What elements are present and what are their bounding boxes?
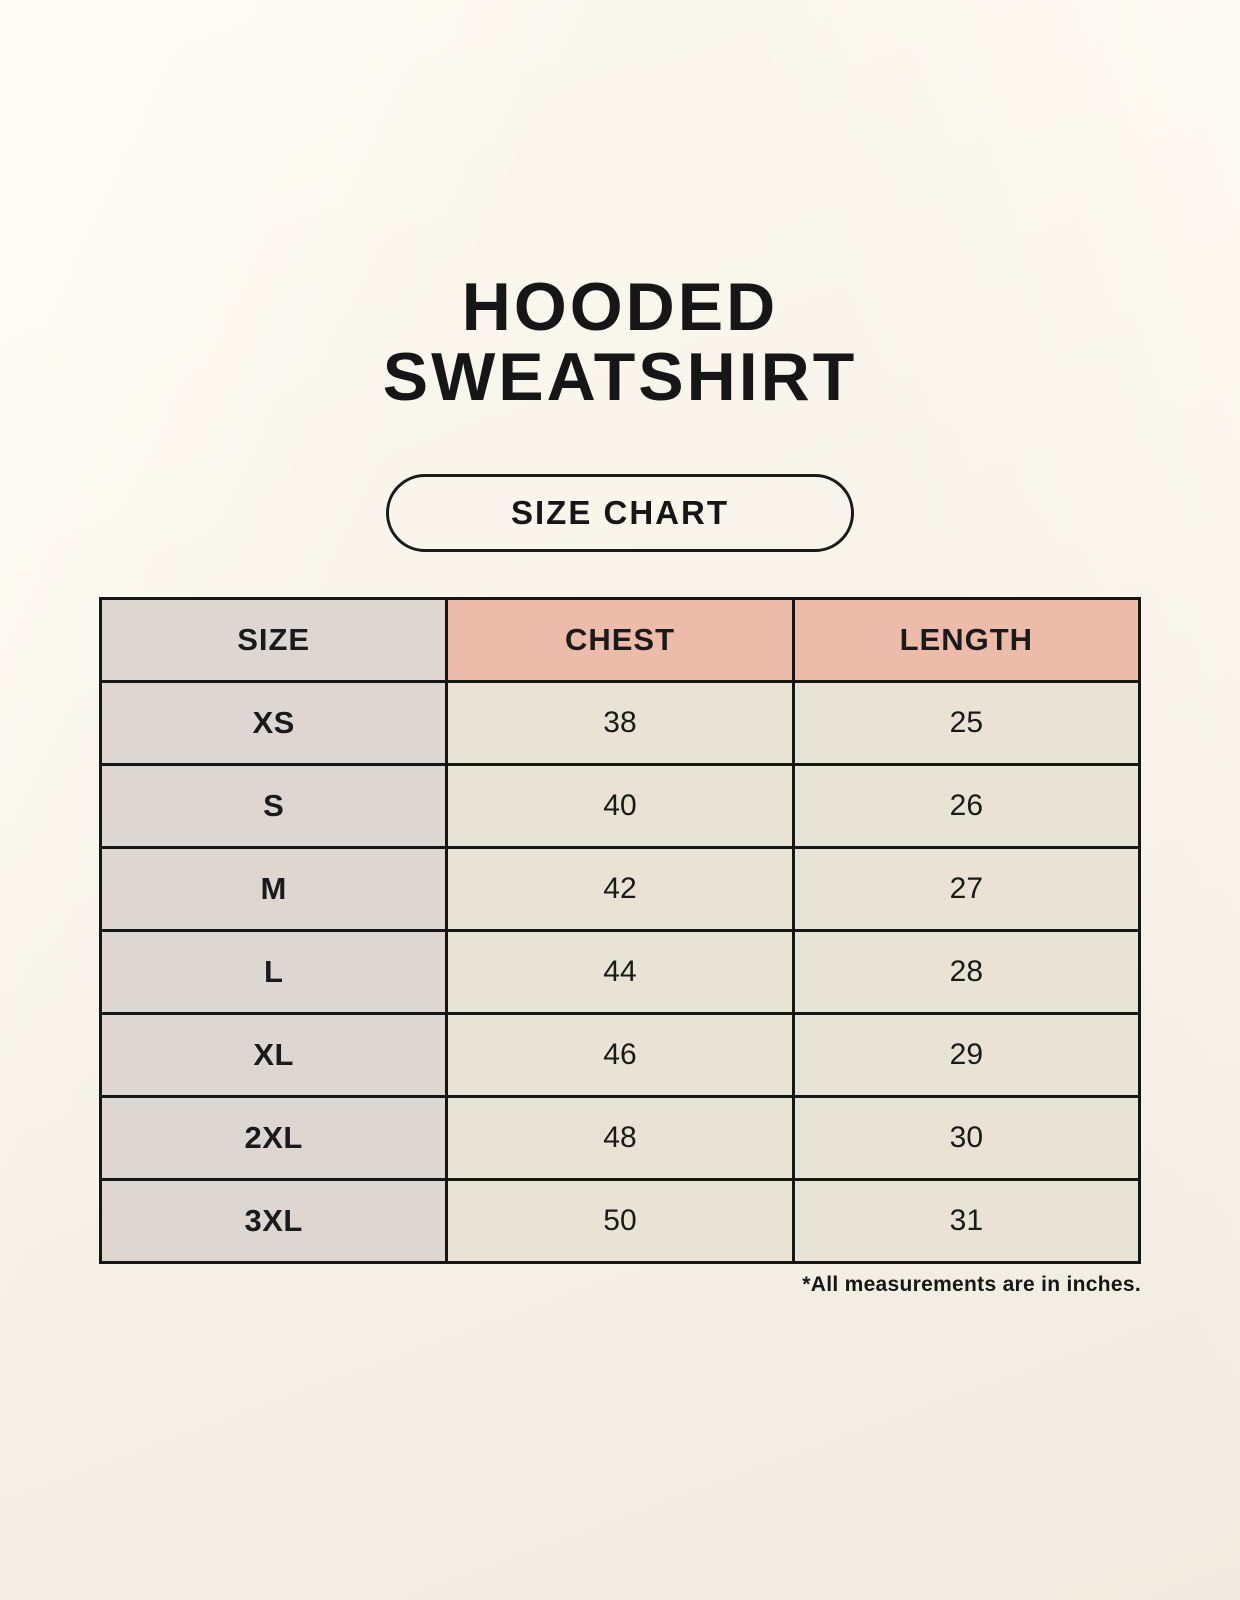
size-cell: 3XL — [98, 1178, 449, 1264]
chest-cell: 48 — [445, 1095, 795, 1181]
product-title-line2: SWEATSHIRT — [382, 339, 858, 415]
length-cell: 29 — [791, 1012, 1142, 1098]
chest-cell: 42 — [445, 846, 795, 932]
size-chart-badge-label: SIZE CHART — [511, 494, 729, 531]
chest-cell: 50 — [445, 1178, 795, 1264]
chest-cell: 46 — [445, 1012, 795, 1098]
length-cell: 25 — [791, 680, 1142, 766]
chest-cell: 40 — [445, 763, 795, 849]
header-row: SIZE CHEST LENGTH — [98, 597, 1142, 683]
size-chart-table-container: SIZE CHEST LENGTH XS 38 25 S 40 26 M 42 … — [98, 597, 1142, 1264]
header-length: LENGTH — [791, 597, 1142, 683]
product-title: HOODED SWEATSHIRT — [0, 0, 1240, 412]
table-row: 2XL 48 30 — [98, 1095, 1142, 1181]
table-row: M 42 27 — [98, 846, 1142, 932]
size-cell: XL — [98, 1012, 449, 1098]
table-row: XL 46 29 — [98, 1012, 1142, 1098]
length-cell: 28 — [791, 929, 1142, 1015]
chest-cell: 44 — [445, 929, 795, 1015]
table-row: XS 38 25 — [98, 680, 1142, 766]
length-cell: 30 — [791, 1095, 1142, 1181]
size-cell: M — [98, 846, 449, 932]
table-row: L 44 28 — [98, 929, 1142, 1015]
length-cell: 26 — [791, 763, 1142, 849]
size-cell: XS — [98, 680, 449, 766]
header-chest: CHEST — [445, 597, 795, 683]
header-size: SIZE — [98, 597, 449, 683]
size-chart-badge[interactable]: SIZE CHART — [386, 474, 854, 552]
table-row: 3XL 50 31 — [98, 1178, 1142, 1264]
chest-cell: 38 — [445, 680, 795, 766]
measurements-note: *All measurements are in inches. — [802, 1273, 1141, 1296]
length-cell: 31 — [791, 1178, 1142, 1264]
length-cell: 27 — [791, 846, 1142, 932]
size-cell: 2XL — [98, 1095, 449, 1181]
size-cell: L — [98, 929, 449, 1015]
size-cell: S — [98, 763, 449, 849]
table-row: S 40 26 — [98, 763, 1142, 849]
product-title-line1: HOODED — [461, 269, 779, 345]
size-chart-table: SIZE CHEST LENGTH XS 38 25 S 40 26 M 42 … — [98, 597, 1142, 1264]
